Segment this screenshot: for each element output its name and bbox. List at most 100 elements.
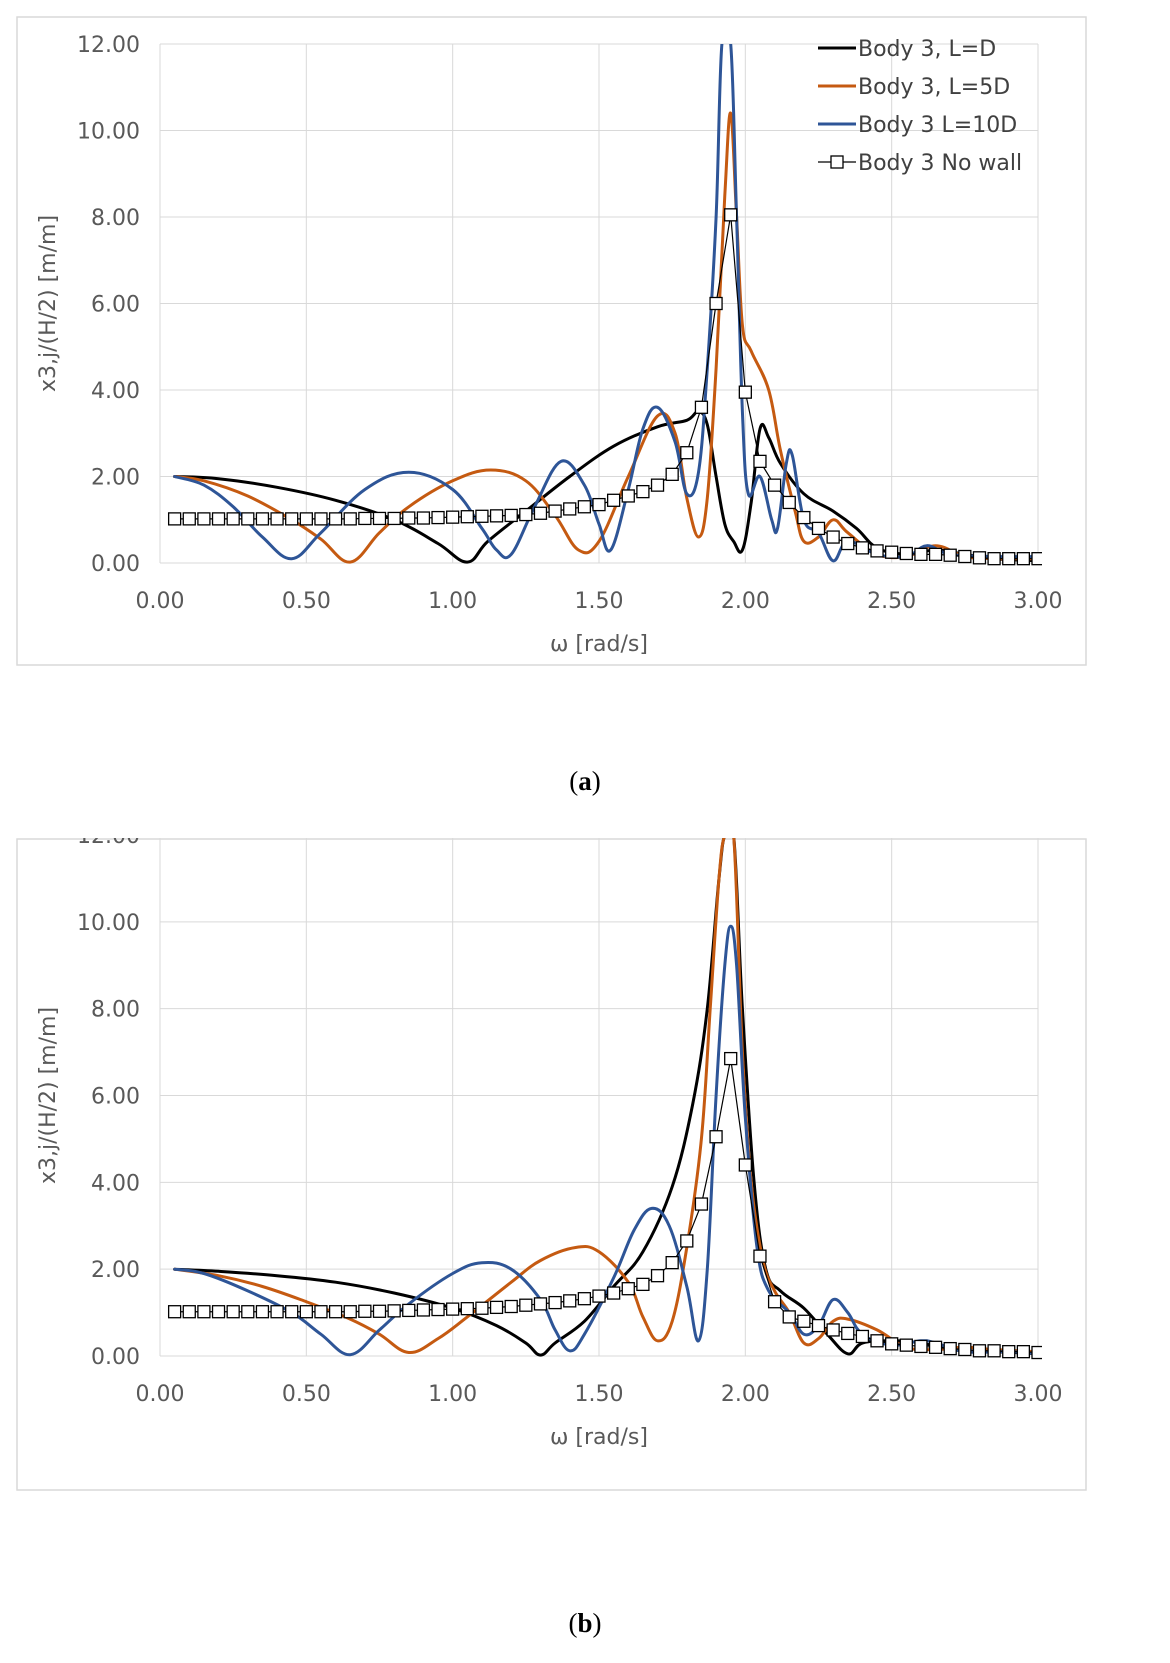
x-tick-label: 1.50: [575, 589, 624, 614]
data-point-body-3-no-wall: [167, 1305, 182, 1319]
data-point-body-3-no-wall: [621, 1282, 635, 1296]
data-point-body-3-no-wall: [914, 547, 928, 561]
data-point-body-3-no-wall: [782, 1310, 796, 1324]
data-point-body-3-no-wall: [914, 1339, 928, 1354]
data-point-body-3-no-wall: [899, 546, 913, 561]
data-point-body-3-no-wall: [650, 478, 665, 492]
data-point-body-3-no-wall: [241, 1305, 255, 1319]
caption-a: (a): [569, 766, 601, 796]
data-point-body-3-no-wall: [460, 1302, 474, 1316]
data-point-body-3-no-wall: [299, 1305, 313, 1319]
data-point-body-3-no-wall: [299, 512, 313, 526]
data-point-body-3-no-wall: [387, 511, 401, 526]
data-point-body-3-no-wall: [533, 506, 548, 520]
y-tick-label: 0.00: [91, 1345, 140, 1370]
data-point-body-3-no-wall: [928, 1340, 943, 1354]
chart-panel-a: 0.00 2.00 4.00 6.00 8.00 10.00 12.00 0.00 0.50 1.…: [0, 0, 1170, 710]
data-point-body-3-no-wall: [372, 1304, 387, 1318]
y-tick-label: 2.00: [91, 1258, 140, 1283]
data-point-body-3-no-wall: [811, 521, 826, 536]
data-point-body-3-no-wall: [621, 489, 635, 503]
data-point-body-3-no-wall: [446, 1302, 460, 1316]
data-point-body-3-no-wall: [182, 512, 196, 526]
data-point-body-3-no-wall: [797, 510, 811, 525]
data-point-body-3-no-wall: [446, 510, 460, 524]
data-point-body-3-no-wall: [767, 1295, 782, 1309]
x-tick-label: 0.50: [282, 1382, 331, 1407]
data-point-body-3-no-wall: [358, 1304, 372, 1318]
legend-label-body-3-no-wall: Body 3 No wall: [858, 151, 1022, 176]
data-point-body-3-no-wall: [694, 400, 709, 414]
data-point-body-3-no-wall: [270, 1305, 284, 1319]
data-point-body-3-no-wall: [709, 296, 723, 311]
data-point-body-3-no-wall: [343, 1305, 357, 1319]
chart-area-border: [16, 838, 1087, 1491]
data-point-body-3-no-wall: [563, 1294, 577, 1308]
data-point-body-3-no-wall: [167, 512, 182, 526]
data-point-body-3-no-wall: [460, 510, 474, 524]
data-point-body-3-no-wall: [519, 1298, 533, 1312]
y-axis-title: x3,j/(H/2) [m/m]: [36, 215, 61, 392]
data-point-body-3-no-wall: [416, 1303, 431, 1317]
data-point-body-3-no-wall: [885, 545, 899, 559]
data-point-body-3-no-wall: [680, 446, 694, 460]
y-tick-label: 12.00: [77, 33, 140, 58]
x-tick-label: 1.50: [575, 1382, 624, 1407]
data-point-body-3-no-wall: [533, 1297, 548, 1311]
data-point-body-3-no-wall: [285, 1305, 299, 1319]
data-point-body-3-no-wall: [475, 1301, 489, 1315]
data-point-body-3-no-wall: [431, 510, 445, 525]
data-point-body-3-no-wall: [343, 512, 357, 526]
data-point-body-3-no-wall: [255, 1305, 270, 1319]
data-point-body-3-no-wall: [694, 1197, 709, 1211]
data-point-body-3-no-wall: [489, 509, 504, 523]
x-tick-label: 2.50: [867, 1382, 916, 1407]
data-point-body-3-no-wall: [797, 1314, 811, 1328]
y-tick-label: 4.00: [91, 379, 140, 404]
data-point-body-3-no-wall: [548, 1295, 562, 1310]
y-axis-title: x3,j/(H/2) [m/m]: [36, 1007, 61, 1184]
x-tick-label: 1.00: [428, 589, 477, 614]
data-point-body-3-no-wall: [958, 549, 972, 564]
data-point-body-3-no-wall: [314, 1305, 328, 1319]
data-point-body-3-no-wall: [665, 467, 679, 481]
data-point-body-3-no-wall: [885, 1337, 899, 1351]
data-point-body-3-no-wall: [1016, 552, 1031, 566]
y-tick-label: 10.00: [77, 120, 140, 145]
data-point-body-3-no-wall: [606, 1286, 621, 1300]
chart-a: 0.00 2.00 4.00 6.00 8.00 10.00 12.00 0.00 0.50 1.…: [16, 16, 1087, 666]
data-point-body-3-no-wall: [226, 1305, 240, 1319]
data-point-body-3-no-wall: [475, 509, 489, 523]
data-point-body-3-no-wall: [416, 511, 431, 525]
plot-series-group: [167, 838, 1042, 1360]
chart-panel-b: 0.00 2.00 4.00 6.00 8.00 10.00 12.00 0.00 0.50 1.…: [0, 838, 1170, 1558]
caption-b-letter: b: [577, 1608, 593, 1638]
data-point-body-3-no-wall: [943, 548, 957, 562]
data-point-body-3-no-wall: [577, 500, 592, 514]
data-point-body-3-no-wall: [826, 1323, 840, 1337]
data-point-body-3-no-wall: [504, 508, 518, 523]
x-tick-label: 0.00: [136, 589, 185, 614]
y-tick-label: 6.00: [91, 1085, 140, 1110]
data-point-body-3-no-wall: [328, 1305, 343, 1319]
data-point-body-3-no-wall: [563, 502, 577, 516]
data-point-body-3-no-wall: [753, 454, 767, 469]
data-point-body-3-no-wall: [197, 512, 211, 526]
y-tick-label: 0.00: [91, 552, 140, 577]
data-point-body-3-no-wall: [650, 1269, 665, 1283]
caption-a-letter: a: [578, 766, 592, 796]
data-point-body-3-no-wall: [841, 1326, 855, 1341]
data-point-body-3-no-wall: [577, 1292, 592, 1306]
data-point-body-3-no-wall: [328, 512, 343, 526]
data-point-body-3-no-wall: [987, 552, 1001, 566]
data-point-body-3-no-wall: [358, 511, 372, 526]
data-point-body-3-no-wall: [197, 1305, 211, 1319]
x-tick-label: 3.00: [1014, 1382, 1063, 1407]
data-point-body-3-no-wall: [738, 385, 752, 399]
data-point-body-3-no-wall: [285, 512, 299, 526]
data-point-body-3-no-wall: [255, 512, 270, 526]
data-point-body-3-no-wall: [987, 1344, 1001, 1358]
y-tick-label: 8.00: [91, 206, 140, 231]
data-point-body-3-no-wall: [855, 541, 870, 555]
x-tick-label: 2.50: [867, 589, 916, 614]
